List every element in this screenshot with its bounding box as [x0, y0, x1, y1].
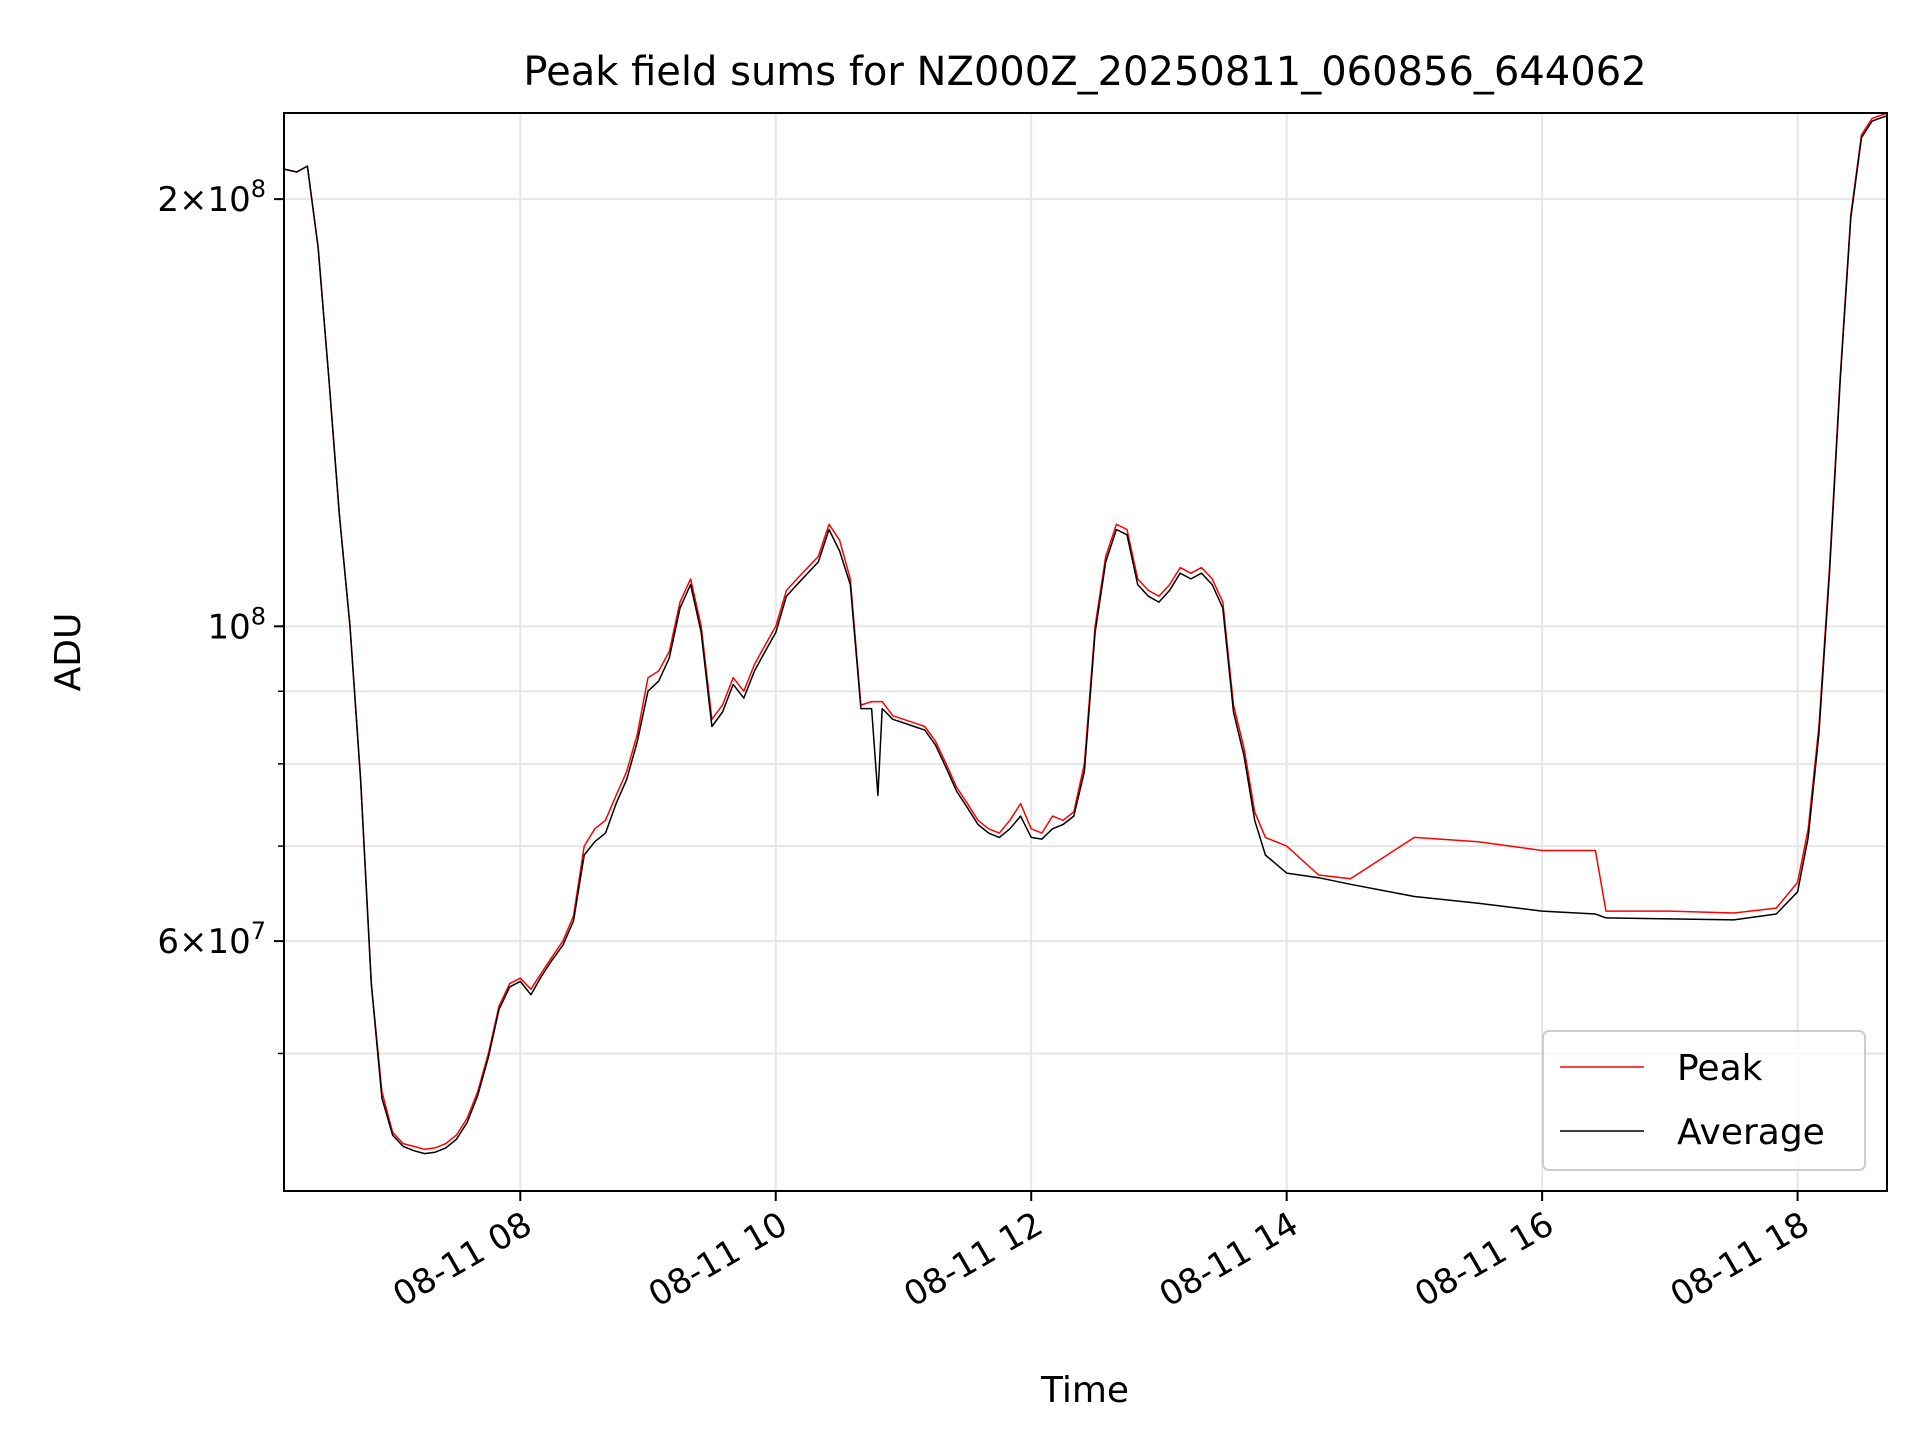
y-axis-label: ADU	[48, 613, 89, 692]
axes-frame	[283, 112, 1888, 1192]
legend-label-peak: Peak	[1677, 1048, 1763, 1089]
chart-title: Peak field sums for NZ000Z_20250811_0608…	[523, 49, 1646, 95]
legend-box	[1542, 1030, 1866, 1171]
y-tick-label: 2×108	[157, 175, 266, 220]
legend-label-average: Average	[1677, 1112, 1825, 1153]
series-line-average	[283, 114, 1888, 1155]
series-line-peak	[283, 112, 1888, 1151]
y-tick-label: 6×107	[157, 917, 266, 962]
legend: Peak Average	[1542, 1030, 1866, 1171]
series-layer	[283, 112, 1888, 1155]
x-axis-label: Time	[1040, 1370, 1129, 1411]
